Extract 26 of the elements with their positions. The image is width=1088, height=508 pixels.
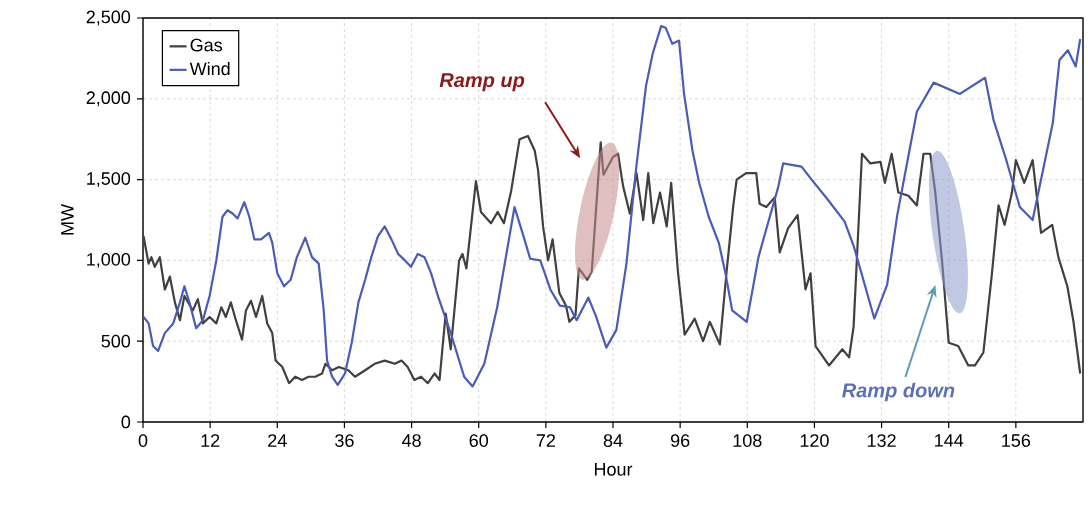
- y-tick-label: 2,500: [86, 10, 131, 26]
- y-tick-label: 1,500: [87, 172, 131, 188]
- x-tick-label: 24: [268, 434, 287, 447]
- x-tick-label: 60: [469, 434, 489, 447]
- x-tick-label: 0: [138, 434, 148, 447]
- y-tick-label: 2,000: [86, 91, 131, 107]
- x-tick-label: 12: [201, 434, 220, 447]
- x-tick-label: 144: [935, 434, 964, 447]
- legend-label: Wind: [189, 61, 230, 76]
- x-tick-label: 48: [401, 434, 421, 447]
- x-tick-label: 84: [603, 434, 623, 447]
- y-axis-title: MW: [61, 204, 74, 235]
- annotation: Ramp up: [439, 73, 525, 92]
- x-tick-label: 132: [867, 434, 896, 447]
- y-tick-label: 1,000: [87, 252, 131, 268]
- x-tick-label: 156: [1002, 434, 1031, 447]
- y-tick-label: 0: [121, 415, 131, 429]
- x-tick-label: 36: [335, 434, 354, 447]
- x-tick-label: 108: [733, 434, 762, 447]
- y-tick-label: 500: [101, 334, 131, 348]
- legend-label: Gas: [190, 38, 223, 52]
- x-axis-title: Hour: [594, 463, 633, 476]
- x-tick-label: 72: [536, 434, 555, 447]
- x-tick-label: 120: [800, 434, 829, 447]
- x-tick-label: 96: [670, 434, 690, 447]
- annotation: Ramp down: [842, 382, 955, 402]
